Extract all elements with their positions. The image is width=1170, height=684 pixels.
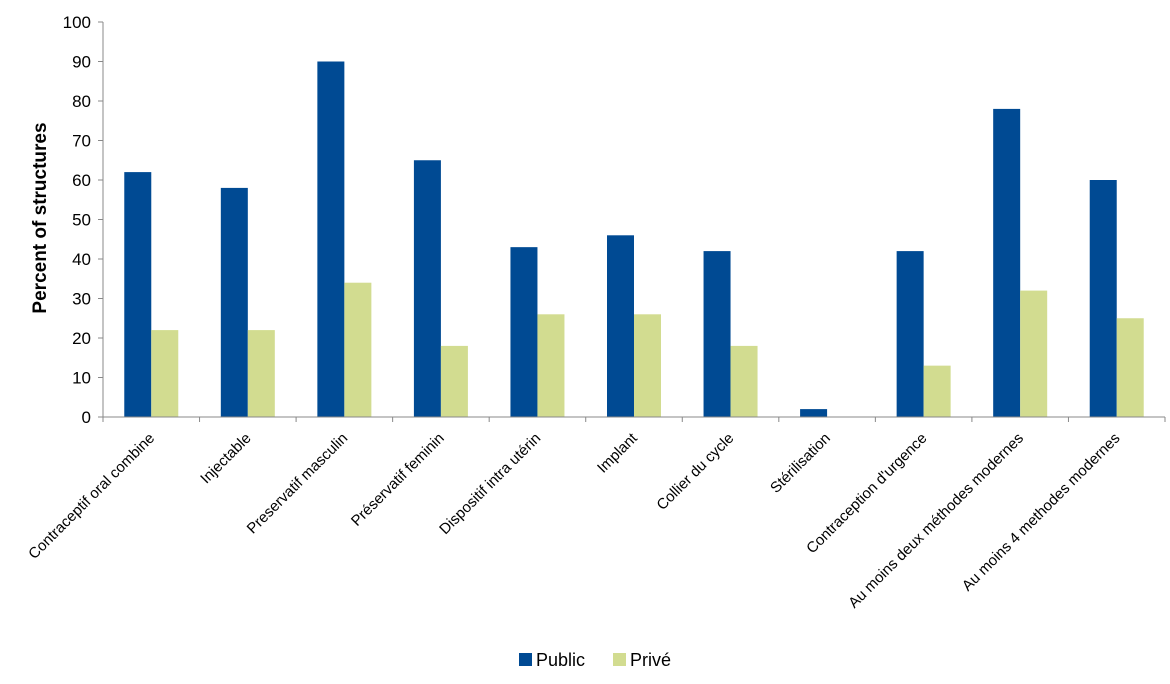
x-category-label: Dispositif intra utérin [436,430,544,538]
bar-prive [634,314,661,417]
x-category-label: Au moins deux méthodes modernes [845,430,1027,612]
bar-public [993,108,1021,418]
y-axis-title: Percent of structures [30,122,51,313]
bar-public [607,235,634,417]
x-category-label: Implant [594,429,641,476]
x-category-label: Contraceptif oral combine [25,430,158,563]
bar-public [413,160,441,417]
bar-prive [1116,318,1144,417]
bar-public [220,187,248,417]
bar-prive [247,330,275,417]
bar-public [896,251,924,417]
y-tick-label: 20 [72,329,91,348]
y-tick-label: 40 [72,250,91,269]
y-tick-label: 0 [82,408,91,427]
legend-label: Public [536,650,585,670]
x-category-label: Preservatif masculin [244,430,352,538]
bar-prive [151,330,179,417]
bar-prive [537,314,565,417]
y-tick-label: 30 [72,290,91,309]
bar-public [800,409,828,417]
legend-swatch [613,653,626,666]
bar-public [703,251,731,417]
bar-prive [923,365,951,417]
x-category-label: Stérilisation [767,430,834,497]
legend-item-prive: Privé [613,650,671,670]
y-tick-label: 50 [72,211,91,230]
x-category-label: Préservatif feminin [348,430,448,530]
y-tick-label: 70 [72,132,91,151]
y-tick-label: 100 [63,13,91,32]
legend-swatch [519,653,532,666]
bar-prive [730,345,758,417]
y-tick-label: 60 [72,171,91,190]
x-category-label: Au moins 4 methodes modernes [959,430,1124,595]
bar-public [510,247,538,417]
y-tick-label: 80 [72,92,91,111]
x-category-label: Injectable [197,430,254,487]
bar-prive [1020,290,1048,417]
bar-public [317,61,345,417]
legend-label: Privé [630,650,671,670]
y-tick-label: 90 [72,53,91,72]
bar-public [124,172,152,417]
y-tick-label: 10 [72,369,91,388]
bar-prive [344,282,372,417]
x-category-label: Collier du cycle [653,430,737,514]
bar-prive [440,345,468,417]
bar-public [1089,180,1117,417]
legend-item-public: Public [519,650,585,670]
